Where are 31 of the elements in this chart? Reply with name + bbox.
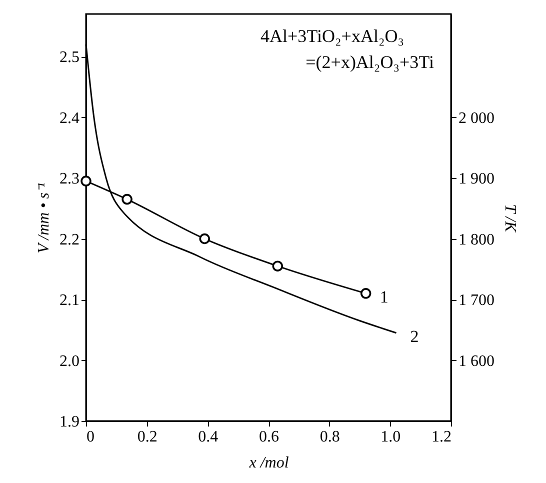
y-tick-label: 2.5: [60, 49, 80, 66]
y2-tick-label: 1 700: [458, 292, 494, 310]
y-tick-label: 2.2: [60, 231, 80, 248]
x-tick-label: 0: [86, 428, 94, 446]
y2-axis-title: T /K: [502, 204, 518, 234]
point: [122, 194, 132, 205]
x-axis-title: x /mol: [248, 454, 290, 472]
x-tick-label: 0.6: [259, 428, 279, 446]
y-tick-label: 2.1: [60, 292, 80, 310]
y2-tick-label: 1 800: [458, 231, 494, 248]
y2-tick-label: 2 000: [458, 110, 494, 127]
x-tick-label: 0.2: [137, 428, 158, 446]
annotation: =(2+x)Al₂O₃+3Ti: [306, 52, 434, 72]
series-label: 1: [380, 287, 388, 306]
point: [272, 260, 283, 272]
y-tick-label: 2.0: [60, 352, 80, 370]
y-axis-title: V /mm • s⁻¹: [36, 182, 52, 254]
x-tick-label: 0.4: [198, 428, 218, 446]
point: [199, 233, 210, 244]
x-tick-label: 1.0: [380, 428, 401, 446]
y-tick-label: 1.9: [60, 414, 80, 430]
x-tick-label: 1.2: [432, 428, 452, 446]
y2-tick-label: 1 900: [458, 170, 494, 188]
x-tick-label: 0.8: [320, 428, 340, 446]
y-tick-label: 2.3: [60, 170, 80, 188]
annotation: 4Al+3TiO₂+xAl₂O₃: [260, 26, 404, 46]
y-tick-label: 2.4: [60, 110, 80, 127]
y2-tick-label: 1 600: [458, 352, 494, 370]
point: [360, 288, 372, 299]
point: [80, 176, 92, 186]
series-label: 2: [410, 326, 419, 346]
